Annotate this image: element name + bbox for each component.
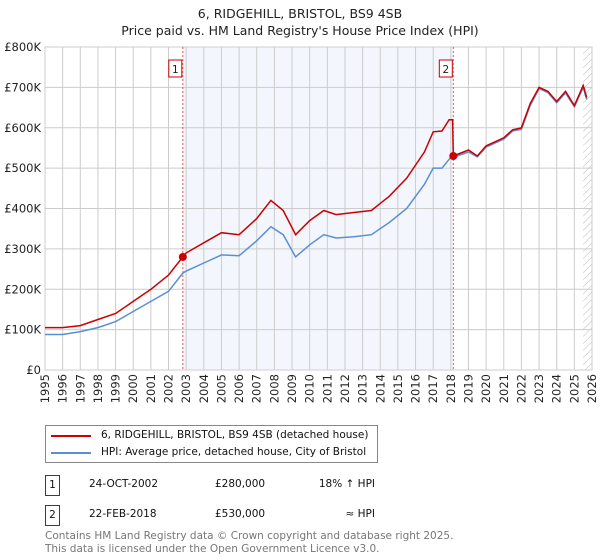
x-tick-label: 1995 — [38, 374, 52, 403]
x-tick-label: 2006 — [232, 374, 246, 403]
x-tick-label: 2023 — [532, 374, 546, 403]
series-line — [45, 83, 588, 329]
legend-label: HPI: Average price, detached house, City… — [101, 446, 367, 458]
legend-item-hpi: HPI: Average price, detached house, City… — [51, 446, 366, 459]
sale-marker-number: 1 — [45, 475, 60, 496]
x-tick-label: 2014 — [373, 374, 387, 403]
x-tick-label: 2004 — [197, 374, 211, 403]
x-tick-label: 2012 — [338, 374, 352, 403]
y-tick-label: £300K — [4, 242, 41, 256]
y-tick-label: £400K — [4, 202, 41, 216]
chart-title: 6, RIDGEHILL, BRISTOL, BS9 4SB — [197, 6, 403, 21]
x-tick-label: 2017 — [426, 374, 440, 403]
sale-annotation-box — [438, 59, 453, 78]
x-tick-label: 2013 — [356, 374, 370, 403]
x-tick-label: 2024 — [550, 374, 564, 403]
legend: 6, RIDGEHILL, BRISTOL, BS9 4SB (detached… — [45, 425, 378, 463]
x-tick-label: 2022 — [514, 374, 528, 403]
x-tick-label: 1998 — [91, 374, 105, 403]
y-tick-label: £500K — [4, 161, 41, 175]
x-tick-label: 2000 — [126, 374, 140, 403]
x-tick-label: 2021 — [497, 374, 511, 403]
sale-price: £280,000 — [215, 478, 266, 490]
x-tick-label: 2003 — [179, 374, 193, 403]
x-tick-label: 2025 — [567, 374, 581, 403]
sale-row: 1 24-OCT-2002 £280,000 18% ↑ HPI — [45, 475, 375, 497]
x-tick-label: 2016 — [409, 374, 423, 403]
price-chart: 1995 1996 1997 1998 1999 2000 2001 2002 2003 2004… — [4, 40, 599, 403]
sale-point — [178, 252, 187, 261]
x-tick-label: 2019 — [461, 374, 475, 403]
x-tick-label: 1997 — [73, 374, 87, 403]
y-tick-label: £0 — [26, 363, 41, 377]
x-tick-label: 2008 — [267, 374, 281, 403]
y-tick-label: £700K — [4, 80, 41, 94]
sale-hpi-compare: ≈ HPI — [345, 508, 375, 520]
sale-price: £530,000 — [215, 508, 266, 520]
sale-date: 22-FEB-2018 — [89, 508, 157, 520]
x-tick-label: 2002 — [162, 374, 176, 403]
x-tick-label: 1996 — [56, 374, 70, 403]
x-tick-label: 2011 — [320, 374, 334, 403]
x-tick-label: 1999 — [109, 374, 123, 403]
x-tick-label: 2015 — [391, 374, 405, 403]
chart-subtitle: Price paid vs. HM Land Registry's House … — [121, 23, 479, 38]
x-tick-label: 2005 — [214, 374, 228, 403]
y-tick-label: £200K — [4, 282, 41, 296]
x-tick-label: 2007 — [250, 374, 264, 403]
sale-date: 24-OCT-2002 — [89, 478, 158, 490]
sale-point — [449, 152, 458, 161]
sale-hpi-compare: 18% ↑ HPI — [318, 478, 375, 490]
legend-swatch-blue — [51, 451, 91, 454]
footer-licence: This data is licensed under the Open Gov… — [45, 543, 380, 555]
y-tick-label: £800K — [4, 40, 41, 54]
x-tick-label: 2020 — [479, 374, 493, 403]
x-tick-label: 2010 — [303, 374, 317, 403]
footer-copyright: Contains HM Land Registry data © Crown c… — [45, 530, 454, 542]
sale-marker-number: 2 — [45, 505, 60, 526]
x-tick-label: 2009 — [285, 374, 299, 403]
sale-annotation-box — [168, 59, 183, 78]
x-tick-label: 2018 — [444, 374, 458, 403]
y-tick-label: £600K — [4, 121, 41, 135]
x-tick-label: 2026 — [585, 374, 599, 403]
legend-swatch-red — [51, 434, 91, 437]
y-tick-label: £100K — [4, 323, 41, 337]
sale-annotation-label: 2 — [442, 64, 449, 76]
sale-annotation-label: 1 — [172, 64, 179, 76]
legend-item-property: 6, RIDGEHILL, BRISTOL, BS9 4SB (detached… — [51, 429, 368, 442]
sale-row: 2 22-FEB-2018 £530,000 ≈ HPI — [45, 505, 375, 527]
x-tick-label: 2001 — [144, 374, 158, 403]
legend-label: 6, RIDGEHILL, BRISTOL, BS9 4SB (detached… — [101, 429, 369, 441]
